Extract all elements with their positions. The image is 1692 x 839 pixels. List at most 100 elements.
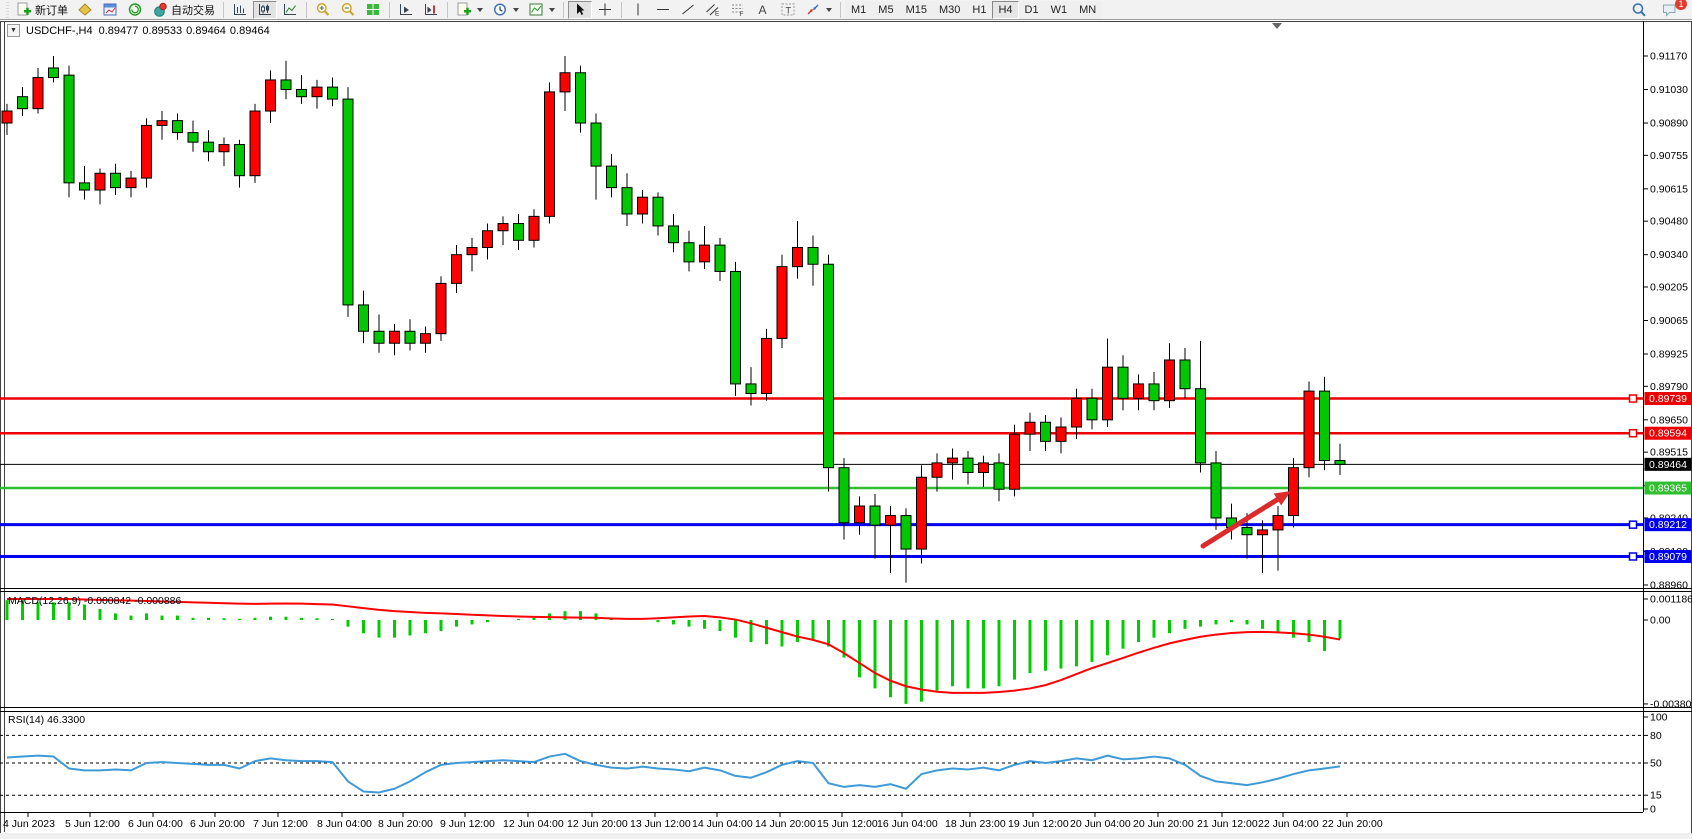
zoom-in-button[interactable] [311,1,335,19]
templates-button[interactable] [524,1,559,19]
auto-trading-label: 自动交易 [171,4,215,17]
candle [528,215,540,241]
equidistant-channel-button[interactable]: E [701,1,725,19]
chart-shift-marker-icon[interactable] [1272,23,1282,29]
svg-text:E: E [715,11,720,18]
candle [1195,388,1206,464]
line-end-marker[interactable] [1628,520,1638,529]
timeframe-m5-button[interactable]: M5 [872,0,900,19]
bar-chart-button[interactable] [228,1,252,19]
trendline-button[interactable] [676,1,700,19]
candle [1241,527,1253,536]
line-end-marker[interactable] [1628,428,1638,438]
horizontal-line-button[interactable] [651,1,675,19]
arrows-button[interactable] [801,1,836,19]
timeframe-d1-button[interactable]: D1 [1018,0,1045,19]
price-label-text: 0.89365 [1649,483,1687,495]
candle [900,515,912,550]
candle [94,172,106,191]
toolbar-drag-handle[interactable] [6,1,9,18]
arrow-annotation[interactable] [1200,491,1291,549]
chart-canvas[interactable]: 0.91170 0.91030 0.90890 0.90755 0.90615 0.904… [0,20,1692,839]
tile-windows-icon [367,4,379,15]
candle [513,223,524,241]
price-tick-label: 0.90480 [1650,216,1688,228]
timeframe-toolbar: M1 M5 M15 M30 H1 H4 D1 W1 MN [845,0,1103,19]
line-end-marker[interactable] [1628,552,1638,561]
candle [156,120,168,126]
timeframe-m1-button[interactable]: M1 [845,0,873,19]
timeframe-m15-button[interactable]: M15 [899,0,933,19]
time-tick-label: 20 Jun 20:00 [1133,818,1194,830]
timeframe-h4-button[interactable]: H4 [992,0,1019,19]
auto-scroll-icon [400,4,412,15]
timeframe-h1-button[interactable]: H1 [966,0,993,19]
candlestick-chart-icon [259,4,271,15]
quote-high: 0.89533 [142,24,183,37]
macd-tick-label: 0.00 [1650,615,1671,627]
arrows-icon [807,4,819,15]
candle [1055,426,1067,442]
search-icon [1632,2,1646,16]
auto-scroll-button[interactable] [394,1,418,19]
clock-icon [493,3,507,16]
svg-text:F: F [740,11,744,17]
candle [1272,515,1284,531]
price-label-text: 0.89079 [1649,551,1687,563]
market-watch-icon [78,3,92,16]
chevron-down-icon [826,7,832,12]
indicators-button[interactable] [452,1,487,19]
timeframe-w1-button[interactable]: W1 [1044,0,1074,19]
candle [327,86,338,100]
market-watch-button[interactable] [73,1,97,19]
text-label-button[interactable]: T [776,1,800,19]
collapse-ohlc-button[interactable]: ▼ [7,24,20,37]
price-labels-layer: 0.89739 0.89594 0.89464 0.89365 0.89212 0.890… [1628,392,1692,564]
new-order-icon [17,2,31,16]
navigator-button[interactable] [123,1,147,19]
notifications-button[interactable]: 1 [1657,0,1687,19]
crosshair-button[interactable] [593,1,617,19]
toolbar-separator [306,1,307,18]
toolbar-separator [621,1,622,18]
candle [404,330,416,344]
periods-button[interactable] [488,1,523,19]
candle [48,67,59,79]
candle [280,79,292,91]
time-tick-label: 5 Jun 12:00 [65,818,120,830]
zoom-out-button[interactable] [336,1,360,19]
timeframe-mn-button[interactable]: MN [1073,0,1103,19]
timeframe-m30-button[interactable]: M30 [932,0,967,19]
macd-signal-line [7,598,1341,694]
candle [32,77,44,110]
chart-background [0,20,1692,839]
candles-layer [1,56,1346,583]
fibonacci-button[interactable]: F [726,1,750,19]
candle [807,246,819,265]
line-chart-button[interactable] [278,1,302,19]
chevron-down-icon [513,7,519,12]
new-order-button[interactable]: 新订单 [12,1,72,19]
text-button[interactable]: A [751,1,775,19]
chart-shift-button[interactable] [419,1,443,19]
cursor-icon [577,3,585,15]
line-end-marker[interactable] [1628,394,1638,403]
time-tick-label: 18 Jun 23:00 [945,818,1006,830]
trendline-icon [682,4,694,15]
candle [265,79,276,112]
candle [1009,433,1020,490]
time-tick-label: 15 Jun 12:00 [817,818,878,830]
data-window-button[interactable] [98,1,122,19]
search-button[interactable] [1627,1,1651,19]
auto-trading-button[interactable]: 自动交易 [148,1,219,19]
candle [110,172,121,189]
crosshair-icon [599,3,611,16]
vertical-line-button[interactable] [626,1,650,19]
cursor-button[interactable] [568,0,592,19]
candle [1210,462,1222,519]
candlestick-chart-button[interactable] [253,0,277,19]
candle [482,230,493,248]
chart-window: 0.91170 0.91030 0.90890 0.90755 0.90615 0.904… [0,20,1692,839]
tile-windows-button[interactable] [361,1,385,19]
candle [838,467,850,524]
